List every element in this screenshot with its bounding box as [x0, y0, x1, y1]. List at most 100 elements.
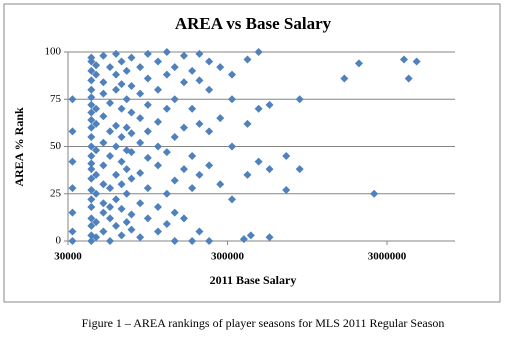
- y-tick-label: 50: [50, 140, 62, 152]
- caption: Figure 1 – AREA rankings of player seaso…: [82, 316, 445, 330]
- data-point: [170, 95, 179, 104]
- data-point: [99, 180, 108, 189]
- data-point: [122, 189, 131, 198]
- data-point: [117, 104, 126, 113]
- data-point: [282, 185, 291, 194]
- data-point: [117, 180, 126, 189]
- data-point: [205, 161, 214, 170]
- data-point: [87, 142, 96, 151]
- data-point: [399, 55, 408, 64]
- data-point: [87, 221, 96, 230]
- data-point: [122, 66, 131, 75]
- data-point: [340, 74, 349, 83]
- data-point: [136, 168, 145, 177]
- data-point: [162, 104, 171, 113]
- data-point: [92, 233, 101, 242]
- data-point: [87, 174, 96, 183]
- chart-title: AREA vs Base Salary: [175, 14, 332, 33]
- data-point: [117, 80, 126, 89]
- data-point: [246, 231, 255, 240]
- data-point: [87, 123, 96, 132]
- x-tick-label: 30000: [54, 251, 82, 263]
- data-point: [127, 148, 136, 157]
- data-point: [295, 165, 304, 174]
- data-point: [112, 70, 121, 79]
- data-point: [195, 170, 204, 179]
- data-point: [87, 53, 96, 62]
- data-point: [99, 51, 108, 60]
- data-point: [243, 119, 252, 128]
- data-point: [143, 153, 152, 162]
- data-point: [87, 165, 96, 174]
- data-point: [87, 85, 96, 94]
- data-point: [68, 184, 77, 193]
- data-point: [143, 214, 152, 223]
- data-point: [92, 189, 101, 198]
- data-point: [154, 85, 163, 94]
- x-tick-label: 3000000: [368, 251, 407, 263]
- data-point: [68, 157, 77, 166]
- data-point: [127, 210, 136, 219]
- data-point: [105, 127, 114, 136]
- data-point: [295, 95, 304, 104]
- data-point: [99, 161, 108, 170]
- data-point: [127, 108, 136, 117]
- data-point: [162, 70, 171, 79]
- data-point: [112, 221, 121, 230]
- data-point: [99, 199, 108, 208]
- data-point: [154, 117, 163, 126]
- data-point: [99, 208, 108, 217]
- data-point: [105, 151, 114, 160]
- data-point: [99, 78, 108, 87]
- data-point: [243, 55, 252, 64]
- data-point: [143, 49, 152, 58]
- data-point: [112, 170, 121, 179]
- data-point: [127, 82, 136, 91]
- data-point: [99, 112, 108, 121]
- data-point: [227, 95, 236, 104]
- data-point: [87, 133, 96, 142]
- data-point: [162, 48, 171, 56]
- data-point: [243, 170, 252, 179]
- data-point: [205, 237, 214, 245]
- data-point: [188, 104, 197, 113]
- data-point: [195, 227, 204, 236]
- data-point: [127, 225, 136, 234]
- data-point: [136, 63, 145, 72]
- data-point: [136, 138, 145, 147]
- data-point: [87, 195, 96, 204]
- y-axis-title: AREA % Rank: [12, 107, 26, 187]
- data-point: [105, 202, 114, 211]
- data-point: [117, 57, 126, 66]
- data-point: [370, 189, 379, 198]
- data-point: [92, 146, 101, 155]
- data-point: [127, 174, 136, 183]
- data-point: [254, 104, 263, 113]
- data-point: [154, 161, 163, 170]
- data-point: [170, 208, 179, 217]
- data-point: [87, 76, 96, 85]
- data-point: [265, 233, 274, 242]
- data-point: [127, 53, 136, 62]
- data-point: [117, 231, 126, 240]
- data-point: [170, 133, 179, 142]
- data-point: [170, 63, 179, 72]
- data-point: [68, 208, 77, 217]
- data-point: [162, 219, 171, 228]
- data-point: [122, 165, 131, 174]
- data-point: [143, 127, 152, 136]
- data-point: [99, 227, 108, 236]
- data-point: [127, 129, 136, 138]
- data-point: [179, 51, 188, 60]
- data-point: [87, 66, 96, 75]
- data-point: [254, 157, 263, 166]
- data-point: [68, 237, 77, 245]
- data-point: [87, 159, 96, 168]
- data-point: [254, 48, 263, 56]
- data-point: [136, 199, 145, 208]
- data-point: [112, 121, 121, 130]
- data-point: [92, 170, 101, 179]
- data-point: [239, 235, 248, 244]
- data-point: [265, 100, 274, 109]
